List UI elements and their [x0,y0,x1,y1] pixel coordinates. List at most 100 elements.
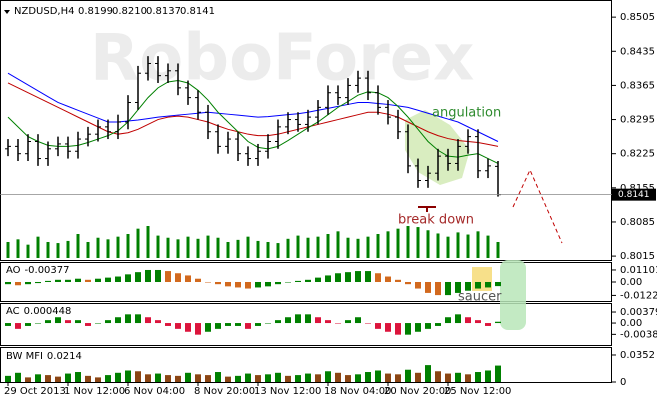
y-tick-label: 0.01101 [620,265,657,276]
volume-bar [6,242,10,258]
x-tick-label: 6 Nov 04:00 [124,386,185,397]
volume-bar [126,234,130,258]
moving-average [7,82,499,147]
histogram-bar [285,375,291,382]
volume-bar [36,236,40,258]
x-tick-label: 25 Nov 12:00 [444,386,511,397]
moving-average [7,80,499,164]
volume-bar [196,238,200,258]
histogram-bar [485,281,491,288]
volume-bar [266,242,270,258]
histogram-bar [375,323,381,329]
histogram-bar [205,281,211,283]
volume-bar [186,236,190,258]
volume-bar [436,233,440,258]
volume-bar [86,242,90,258]
histogram-bar [115,317,121,324]
histogram-bar [465,281,471,291]
histogram-bar [105,320,111,324]
histogram-bar [185,275,191,282]
volume-bar [466,234,470,258]
x-tick-label: 13 Nov 12:00 [254,386,321,397]
histogram-bar [415,372,421,382]
histogram-bar [205,375,211,382]
histogram-bar [215,372,221,382]
histogram-bar [255,281,261,288]
volume-bar [426,230,430,258]
histogram-bar [75,320,81,324]
indicator-title: AO [6,265,21,276]
y-tick-label: -0.01228 [620,290,657,301]
histogram-bar [235,281,241,288]
histogram-bar [125,370,131,382]
volume-bar [476,231,480,258]
x-tick-label: 8 Nov 20:00 [194,386,255,397]
histogram-bar [25,281,31,285]
annotation: angulation [432,106,501,121]
volume-bar [96,237,100,258]
histogram-bar [5,323,11,326]
histogram-bar [425,365,431,382]
y-tick-label: 0.8505 [620,12,655,23]
histogram-bar [385,323,391,332]
indicator-value: -0.00377 [25,265,70,276]
histogram-bar [485,370,491,382]
histogram-bar [335,323,341,324]
histogram-bar [55,317,61,324]
histogram-bar [175,273,181,282]
volume-bar [246,236,250,258]
histogram-bar [395,323,401,335]
y-tick-label: 0.8155 [620,183,655,194]
frames [0,0,612,383]
histogram-bar [105,375,111,382]
histogram-bar [325,275,331,282]
histogram-bar [25,323,31,326]
histogram-bar [495,321,501,324]
histogram-bar [235,375,241,382]
volume-bar [456,232,460,258]
signal-highlight [500,260,526,330]
histogram-bar [95,278,101,282]
volume-bar [496,242,500,258]
ac-panel [0,303,612,346]
x-tick-label: 18 Nov 04:00 [324,386,391,397]
histogram-bar [355,374,361,382]
volume-bar [356,238,360,258]
volume-bar [136,228,140,258]
histogram-bar [435,371,441,382]
histogram-bar [105,277,111,282]
volume-bar [16,239,20,258]
volume-bar [106,239,110,258]
histogram-bar [285,317,291,324]
histogram-bar [305,314,311,324]
volume-bar [116,236,120,258]
histogram-bar [75,372,81,382]
volume-bar [346,237,350,258]
histogram-bar [125,274,131,282]
histogram-bar [255,323,261,326]
histogram-bar [385,276,391,282]
histogram-bar [275,320,281,324]
histogram-bar [145,317,151,324]
histogram-bar [235,323,241,326]
histogram-bar [195,374,201,382]
histogram-bar [35,281,41,284]
histogram-bar [15,323,21,329]
histogram-bar [385,373,391,382]
histogram-bar [425,323,431,329]
histogram-bar [155,269,161,282]
histogram-bar [275,372,281,382]
volume-bar [446,236,450,258]
histogram-bar [345,272,351,282]
histogram-bar [165,323,171,326]
histogram-bar [495,365,501,382]
y-tick-label: 0.8295 [620,115,655,126]
histogram-bar [295,280,301,282]
histogram-bar [135,314,141,324]
histogram-bar [415,323,421,332]
ohlc-high: 0.8210 [112,6,147,17]
histogram-bar [435,323,441,326]
histogram-bar [215,323,221,329]
histogram-bar [265,323,271,324]
histogram-bar [65,279,71,282]
